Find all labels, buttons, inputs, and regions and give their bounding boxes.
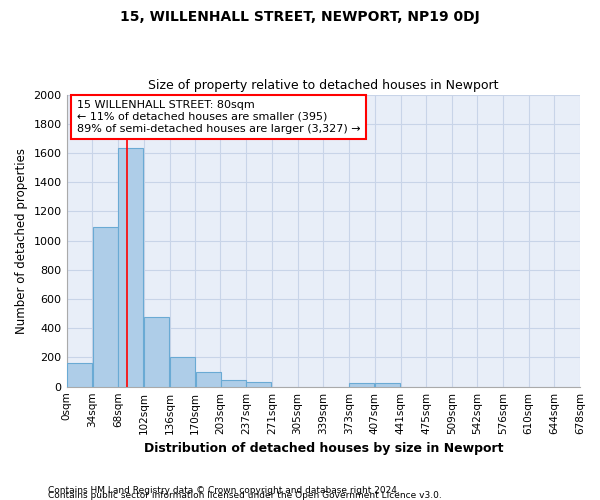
Text: Contains HM Land Registry data © Crown copyright and database right 2024.: Contains HM Land Registry data © Crown c… [48, 486, 400, 495]
Text: 15, WILLENHALL STREET, NEWPORT, NP19 0DJ: 15, WILLENHALL STREET, NEWPORT, NP19 0DJ [120, 10, 480, 24]
Bar [118, 148, 143, 386]
Text: 15 WILLENHALL STREET: 80sqm
← 11% of detached houses are smaller (395)
89% of se: 15 WILLENHALL STREET: 80sqm ← 11% of det… [77, 100, 361, 134]
Bar [92, 226, 118, 386]
Bar [67, 362, 92, 386]
Bar [349, 383, 374, 386]
Bar [170, 358, 195, 386]
Title: Size of property relative to detached houses in Newport: Size of property relative to detached ho… [148, 79, 499, 92]
Text: Contains public sector information licensed under the Open Government Licence v3: Contains public sector information licen… [48, 491, 442, 500]
Bar [196, 372, 221, 386]
Bar [144, 318, 169, 386]
Y-axis label: Number of detached properties: Number of detached properties [15, 148, 28, 334]
X-axis label: Distribution of detached houses by size in Newport: Distribution of detached houses by size … [143, 442, 503, 455]
Bar [221, 380, 245, 386]
Bar [375, 383, 400, 386]
Bar [247, 382, 271, 386]
